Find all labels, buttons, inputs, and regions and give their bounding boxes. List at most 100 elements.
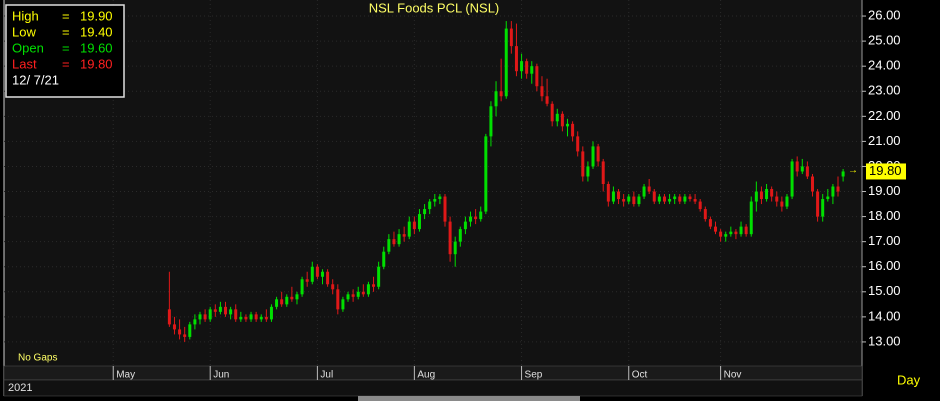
candle-body <box>810 176 814 192</box>
info-box: High = 19.90 Low = 19.40 Open = 19.60 Last = 19.80 1… <box>5 4 125 98</box>
candle-body <box>714 226 718 232</box>
candle-body <box>479 211 483 220</box>
marks: 13.0014.0015.0016.0017.0018.0019.0020.00… <box>4 0 906 381</box>
candle-body <box>377 266 381 287</box>
candle-body <box>520 61 524 72</box>
candle-body <box>448 221 452 255</box>
plot-area <box>4 0 862 366</box>
candle-body <box>683 196 687 202</box>
candle-body <box>218 306 222 312</box>
candle-body <box>346 294 350 300</box>
candle-body <box>514 46 518 72</box>
candle-body <box>320 271 324 277</box>
candle-body <box>637 196 641 205</box>
candle-body <box>188 324 192 337</box>
info-label: Open <box>12 40 44 55</box>
x-tick-label: Sep <box>525 370 543 381</box>
candle-body <box>596 146 600 162</box>
candle-body <box>315 266 319 277</box>
candle-body <box>387 239 391 252</box>
candle-body <box>734 231 738 235</box>
candle-body <box>611 191 615 202</box>
candle-body <box>765 189 769 200</box>
candle-body <box>397 234 401 245</box>
candle-body <box>290 296 294 300</box>
candle-body <box>821 199 825 217</box>
candle-body <box>249 314 253 320</box>
candle-body <box>826 196 830 200</box>
candle-body <box>366 284 370 295</box>
candle-body <box>775 196 779 202</box>
candle-body <box>739 226 743 235</box>
candle-body <box>632 196 636 205</box>
candle-body <box>382 251 386 267</box>
period-label: Day <box>897 372 921 387</box>
candle-body <box>259 316 263 320</box>
candle-body <box>474 216 478 220</box>
info-separator: = <box>62 40 70 55</box>
candle-body <box>203 314 207 320</box>
candle-body <box>285 296 289 305</box>
candle-body <box>836 186 840 192</box>
scrollbar[interactable] <box>358 396 580 401</box>
candle-body <box>438 196 442 200</box>
y-tick-label: 16.00 <box>868 258 901 273</box>
info-label: Last <box>12 56 37 71</box>
candle-body <box>351 294 355 297</box>
candle-body <box>581 151 585 177</box>
candle-body <box>183 334 187 337</box>
candle-body <box>443 196 447 222</box>
candle-body <box>565 123 569 127</box>
candle-body <box>525 61 529 74</box>
x-tick-label: Jul <box>320 370 333 381</box>
candle-body <box>841 171 845 177</box>
x-tick-label: May <box>116 370 135 381</box>
candle-body <box>576 136 580 152</box>
y-tick-label: 21.00 <box>868 133 901 148</box>
chart-title: NSL Foods PCL (NSL) <box>369 0 500 15</box>
candle-body <box>326 271 330 285</box>
x-tick-label: Aug <box>417 370 435 381</box>
candle-body <box>545 96 549 104</box>
candle-body <box>372 284 376 287</box>
candle-body <box>239 316 243 320</box>
candle-body <box>402 234 406 237</box>
candle-body <box>269 306 273 320</box>
candle-body <box>213 309 217 312</box>
y-tick-label: 25.00 <box>868 33 901 48</box>
candle-body <box>744 226 748 235</box>
candle-body <box>678 196 682 202</box>
info-label: Low <box>12 24 36 39</box>
candle-body <box>601 161 605 185</box>
candle-body <box>816 191 820 217</box>
candle-body <box>417 214 421 230</box>
candle-body <box>310 266 314 282</box>
candle-body <box>224 306 228 315</box>
candle-body <box>178 329 182 335</box>
candle-body <box>509 28 513 47</box>
candle-body <box>688 196 692 200</box>
last-price-arrow: → <box>848 165 858 176</box>
candle-body <box>341 299 345 310</box>
y-tick-label: 13.00 <box>868 333 901 348</box>
candle-body <box>295 294 299 300</box>
candle-body <box>729 231 733 235</box>
candle-body <box>800 166 804 172</box>
y-tick-label: 17.00 <box>868 233 901 248</box>
y-tick-label: 26.00 <box>868 7 901 22</box>
candle-body <box>693 199 697 202</box>
candle-body <box>805 166 809 177</box>
info-value: 19.80 <box>80 56 113 71</box>
y-tick-label: 18.00 <box>868 208 901 223</box>
candle-body <box>780 201 784 207</box>
candle-body <box>484 136 488 212</box>
candle-body <box>591 146 595 167</box>
candle-body <box>494 91 498 107</box>
candle-body <box>627 196 631 202</box>
candle-body <box>698 201 702 210</box>
candle-body <box>622 199 626 202</box>
info-value: 19.60 <box>80 40 113 55</box>
candle-body <box>198 314 202 320</box>
